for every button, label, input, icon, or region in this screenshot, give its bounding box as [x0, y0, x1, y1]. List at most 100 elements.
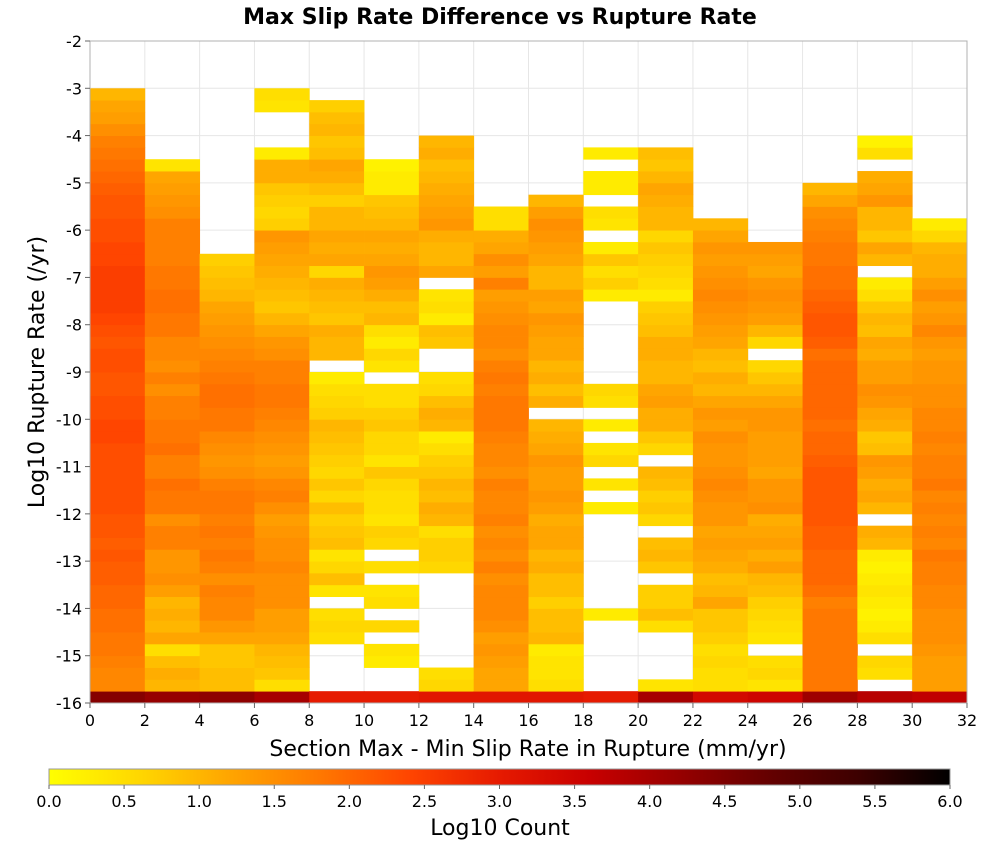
- heatmap-cell: [912, 230, 968, 243]
- heatmap-cell: [692, 336, 749, 349]
- heatmap-cell: [638, 348, 694, 361]
- heatmap-cell: [857, 277, 913, 290]
- heatmap-cell: [747, 632, 803, 645]
- heatmap-cell: [912, 513, 968, 527]
- heatmap-cell: [857, 336, 913, 349]
- heatmap-cell: [90, 431, 146, 444]
- heatmap-cell: [364, 466, 420, 479]
- heatmap-cell: [309, 301, 365, 314]
- heatmap-cell: [254, 584, 310, 598]
- heatmap-cell: [199, 502, 255, 515]
- heatmap-cell: [912, 561, 968, 574]
- heatmap-cell: [473, 608, 529, 621]
- heatmap-cell: [473, 549, 529, 562]
- heatmap-cell: [90, 171, 146, 184]
- heatmap-cell: [418, 466, 475, 479]
- heatmap-cell: [638, 596, 694, 609]
- heatmap-cell: [638, 608, 694, 621]
- heatmap-cell: [309, 431, 365, 444]
- heatmap-cell: [364, 537, 420, 550]
- heatmap-cell: [802, 348, 858, 361]
- colorbar-tick-label: 3.5: [562, 792, 587, 811]
- heatmap-cell: [912, 372, 968, 385]
- heatmap-cell: [199, 372, 255, 385]
- heatmap-cell: [528, 478, 584, 491]
- heatmap-cell: [528, 513, 584, 527]
- heatmap-cell: [309, 525, 365, 538]
- heatmap-cell: [747, 490, 803, 503]
- colorbar-label: Log10 Count: [430, 816, 570, 841]
- heatmap-cell: [692, 679, 749, 692]
- heatmap-cell: [583, 218, 639, 231]
- heatmap-cell: [144, 454, 201, 467]
- x-axis-label: Section Max - Min Slip Rate in Rupture (…: [269, 737, 786, 762]
- heatmap-cell: [144, 442, 201, 456]
- heatmap-cell: [309, 218, 365, 231]
- heatmap-cell: [418, 442, 475, 456]
- heatmap-cell: [144, 679, 201, 692]
- heatmap-cell: [692, 253, 749, 267]
- heatmap-cell: [90, 218, 146, 231]
- heatmap-cell: [364, 502, 420, 515]
- heatmap-cell: [254, 667, 310, 680]
- heatmap-cell: [802, 442, 858, 456]
- heatmap-cell: [90, 100, 146, 113]
- heatmap-cell: [309, 194, 365, 207]
- heatmap-cell: [473, 383, 529, 397]
- heatmap-cell: [802, 372, 858, 385]
- heatmap-cell: [144, 502, 201, 515]
- heatmap-cell: [254, 100, 310, 113]
- heatmap-cell: [857, 478, 913, 491]
- heatmap-cell: [802, 218, 858, 231]
- heatmap-cell: [473, 336, 529, 349]
- heatmap-cell: [638, 147, 694, 160]
- heatmap-cell: [747, 407, 803, 420]
- heatmap-cell: [583, 454, 639, 467]
- heatmap-cell: [528, 537, 584, 550]
- heatmap-cell: [912, 537, 968, 550]
- heatmap-cell: [254, 372, 310, 385]
- heatmap-cells: [90, 88, 968, 704]
- heatmap-cell: [747, 265, 803, 278]
- heatmap-cell: [912, 608, 968, 621]
- heatmap-cell: [747, 691, 803, 704]
- colorbar-tick-label: 6.0: [937, 792, 962, 811]
- heatmap-cell: [747, 620, 803, 633]
- heatmap-cell: [90, 620, 146, 633]
- heatmap-cell: [638, 561, 694, 574]
- heatmap-cell: [254, 182, 310, 196]
- heatmap-cell: [90, 265, 146, 278]
- heatmap-cell: [583, 241, 639, 255]
- heatmap-cell: [857, 632, 913, 645]
- heatmap-cell: [254, 537, 310, 550]
- heatmap-cell: [638, 395, 694, 408]
- heatmap-cell: [199, 360, 255, 373]
- heatmap-cell: [144, 407, 201, 420]
- heatmap-cell: [802, 572, 858, 586]
- heatmap-cell: [912, 277, 968, 290]
- heatmap-cell: [857, 372, 913, 385]
- heatmap-cell: [254, 572, 310, 586]
- heatmap-cell: [364, 289, 420, 302]
- heatmap-cell: [528, 466, 584, 479]
- colorbar-tick-label: 1.5: [262, 792, 287, 811]
- heatmap-cell: [90, 608, 146, 621]
- heatmap-cell: [309, 277, 365, 290]
- heatmap-cell: [364, 513, 420, 527]
- heatmap-cell: [364, 312, 420, 326]
- heatmap-cell: [364, 194, 420, 207]
- heatmap-cell: [802, 194, 858, 207]
- heatmap-cell: [144, 561, 201, 574]
- heatmap-cell: [254, 596, 310, 609]
- heatmap-cell: [364, 525, 420, 538]
- colorbar-tick-label: 2.5: [412, 792, 437, 811]
- heatmap-cell: [90, 596, 146, 609]
- heatmap-cell: [857, 312, 913, 326]
- heatmap-cell: [912, 466, 968, 479]
- heatmap-cell: [254, 407, 310, 420]
- heatmap-cell: [638, 360, 694, 373]
- heatmap-cell: [418, 336, 475, 349]
- heatmap-cell: [692, 620, 749, 633]
- heatmap-cell: [364, 620, 420, 633]
